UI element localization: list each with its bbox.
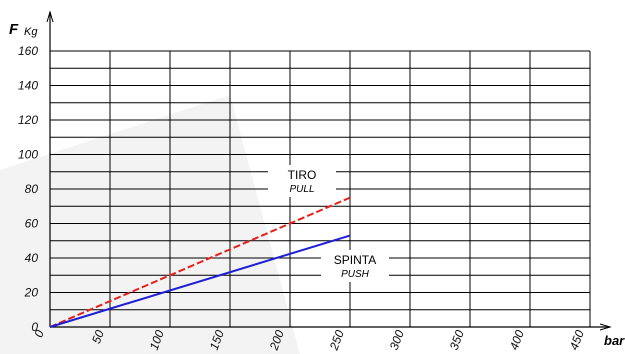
annotation-box bbox=[268, 165, 336, 197]
x-tick-label: 50 bbox=[89, 328, 107, 346]
x-tick-label: 400 bbox=[507, 328, 527, 352]
x-axis-arrow bbox=[599, 323, 612, 331]
x-tick-label: 150 bbox=[207, 328, 227, 352]
y-tick-label: 80 bbox=[25, 182, 39, 196]
x-tick-label: 0 bbox=[31, 328, 47, 339]
grid bbox=[50, 50, 591, 327]
watermark-shape bbox=[0, 95, 300, 354]
y-tick-label: 160 bbox=[18, 44, 38, 58]
series-lines bbox=[49, 196, 351, 328]
series-label-alt: PUSH bbox=[341, 269, 370, 280]
y-axis-unit: Kg bbox=[24, 26, 38, 38]
y-tick-label: 60 bbox=[25, 217, 39, 231]
y-tick-label: 120 bbox=[18, 113, 38, 127]
y-tick-label: 40 bbox=[25, 251, 39, 265]
x-tick-label: 100 bbox=[147, 328, 167, 352]
series-line-tiro bbox=[49, 196, 351, 328]
x-tick-label: 300 bbox=[387, 328, 407, 352]
y-axis-arrow bbox=[46, 10, 54, 23]
x-tick-labels: 0 50 100 150 200 250 300 350 400 450 bbox=[31, 328, 587, 353]
y-tick-label: 100 bbox=[18, 148, 38, 162]
series-label-alt: PULL bbox=[289, 184, 314, 195]
x-tick-label: 350 bbox=[447, 328, 467, 352]
annotation-box bbox=[321, 250, 389, 282]
watermark-polygon bbox=[0, 95, 300, 354]
y-tick-label: 140 bbox=[18, 79, 38, 93]
series-label: TIRO bbox=[288, 168, 317, 182]
x-axis-label: bar bbox=[604, 333, 625, 348]
y-axis-label: F bbox=[9, 21, 19, 38]
x-tick-label: 200 bbox=[266, 328, 286, 353]
series-line-spinta bbox=[49, 234, 351, 328]
y-tick-label: 20 bbox=[24, 286, 39, 300]
series-annotations: TIRO PULL SPINTA PUSH bbox=[268, 165, 389, 282]
y-tick-labels: 0 20 40 60 80 100 120 140 160 bbox=[18, 44, 38, 334]
x-tick-label: 250 bbox=[326, 328, 346, 353]
axes bbox=[46, 10, 612, 331]
series-label: SPINTA bbox=[334, 253, 376, 267]
x-tick-label: 450 bbox=[567, 328, 587, 352]
y-tick-label: 0 bbox=[31, 320, 38, 334]
